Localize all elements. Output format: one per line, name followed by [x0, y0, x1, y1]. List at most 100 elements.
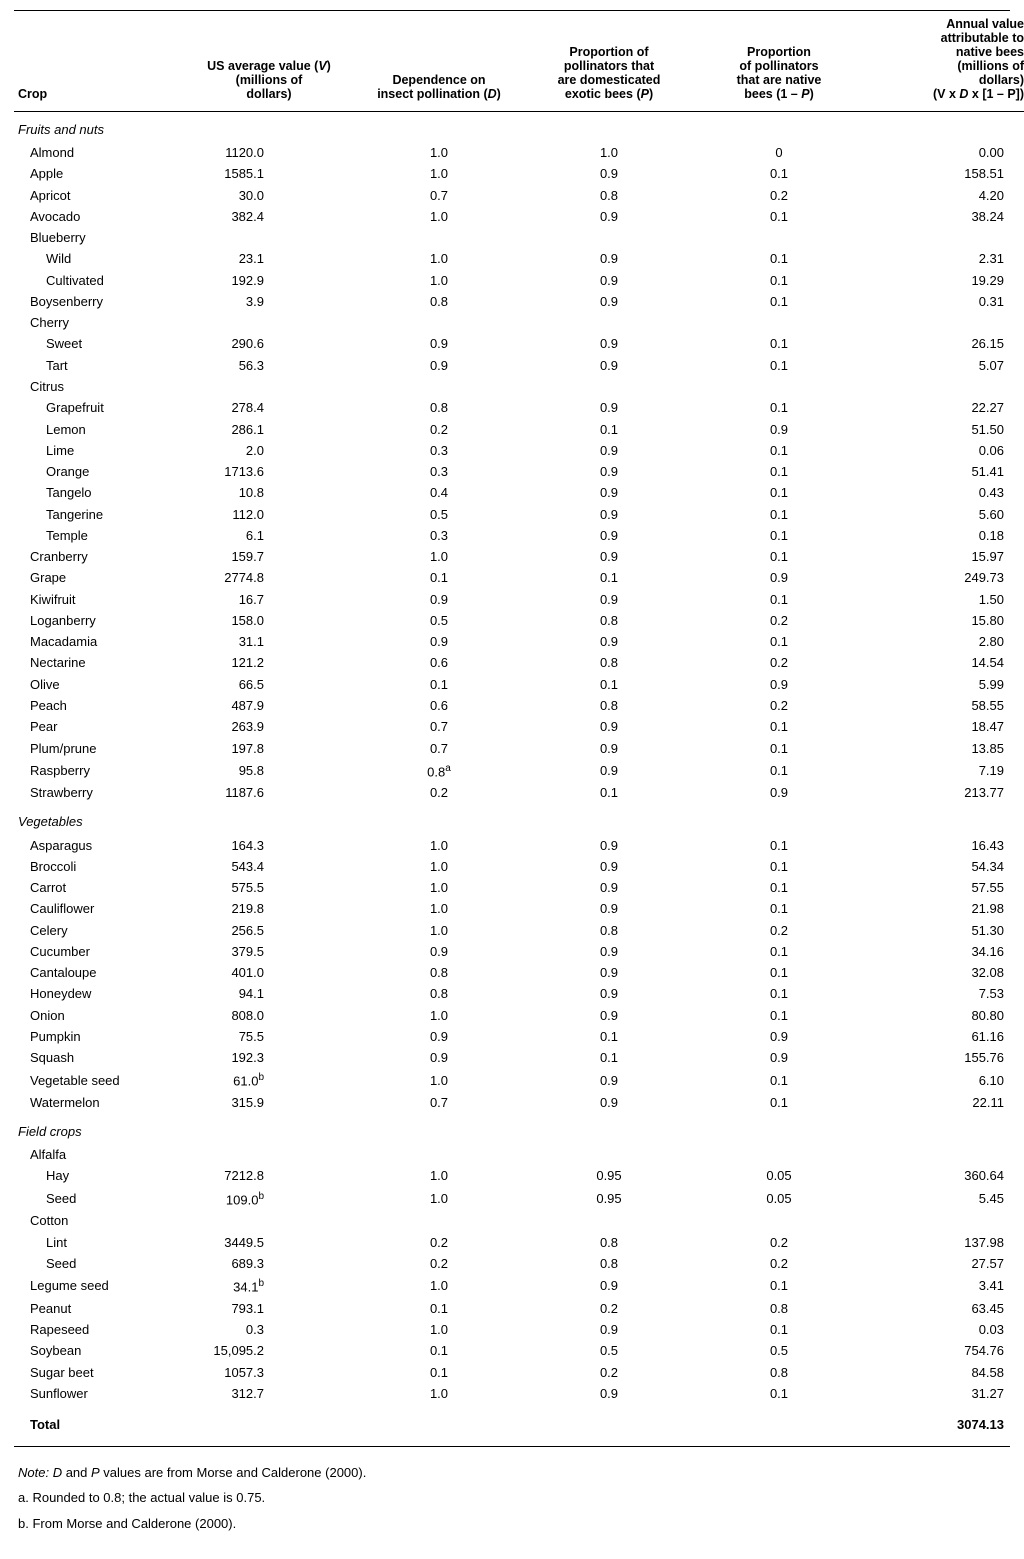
table-row: Celery256.51.00.80.251.30: [14, 920, 1024, 941]
cell-d: [354, 1211, 524, 1232]
cell-val: 54.34: [864, 857, 1024, 878]
cell-val: [864, 377, 1024, 398]
table-row: Peach487.90.60.80.258.55: [14, 696, 1024, 717]
table-row: Sunflower312.71.00.90.131.27: [14, 1384, 1024, 1405]
table-row: Broccoli543.41.00.90.154.34: [14, 857, 1024, 878]
cell-d: 0.6: [354, 696, 524, 717]
cell-d: 0.8: [354, 398, 524, 419]
cell-crop: Cauliflower: [14, 899, 184, 920]
cell-crop: Raspberry: [14, 760, 184, 784]
cell-v: 10.8: [184, 483, 354, 504]
cell-np: [694, 313, 864, 334]
cell-crop: Orange: [14, 462, 184, 483]
cell-d: 0.7: [354, 185, 524, 206]
cell-np: 0.05: [694, 1188, 864, 1212]
cell-crop: Lemon: [14, 419, 184, 440]
cell-v: 278.4: [184, 398, 354, 419]
cell-np: 0.1: [694, 857, 864, 878]
cell-val: [864, 228, 1024, 249]
cell-v: 6.1: [184, 526, 354, 547]
table-row: Peanut793.10.10.20.863.45: [14, 1299, 1024, 1320]
cell-v: 61.0b: [184, 1069, 354, 1093]
cell-np: 0.1: [694, 398, 864, 419]
cell-np: 0.1: [694, 963, 864, 984]
cell-p: 0.9: [524, 589, 694, 610]
data-table: Crop US average value (V)(millions ofdol…: [14, 11, 1024, 1446]
cell-crop: Macadamia: [14, 632, 184, 653]
cell-crop: Rapeseed: [14, 1320, 184, 1341]
cell-v: 808.0: [184, 1005, 354, 1026]
total-label: Total: [14, 1405, 184, 1446]
cell-d: 1.0: [354, 207, 524, 228]
cell-val: 7.53: [864, 984, 1024, 1005]
cell-np: 0.2: [694, 185, 864, 206]
cell-val: 2.80: [864, 632, 1024, 653]
cell-d: 1.0: [354, 547, 524, 568]
cell-np: 0.1: [694, 1005, 864, 1026]
table-row: Carrot575.51.00.90.157.55: [14, 878, 1024, 899]
table-row: Temple6.10.30.90.10.18: [14, 526, 1024, 547]
cell-np: 0.8: [694, 1299, 864, 1320]
cell-crop: Almond: [14, 143, 184, 164]
cell-p: 1.0: [524, 143, 694, 164]
cell-v: 30.0: [184, 185, 354, 206]
cell-crop: Boysenberry: [14, 292, 184, 313]
cell-p: 0.9: [524, 1320, 694, 1341]
table-row: Cherry: [14, 313, 1024, 334]
table-row: Alfalfa: [14, 1145, 1024, 1166]
table-row: Soybean15,095.20.10.50.5754.76: [14, 1341, 1024, 1362]
cell-v: 382.4: [184, 207, 354, 228]
cell-np: 0.1: [694, 164, 864, 185]
cell-v: 379.5: [184, 942, 354, 963]
cell-np: 0.2: [694, 653, 864, 674]
cell-v: [184, 228, 354, 249]
cell-np: 0.1: [694, 249, 864, 270]
cell-np: 0.1: [694, 1275, 864, 1299]
cell-np: [694, 1145, 864, 1166]
cell-p: [524, 1145, 694, 1166]
cell-np: 0.2: [694, 1232, 864, 1253]
cell-crop: Grapefruit: [14, 398, 184, 419]
cell-np: 0.1: [694, 632, 864, 653]
cell-v: 192.9: [184, 270, 354, 291]
cell-val: 34.16: [864, 942, 1024, 963]
cell-d: 0.2: [354, 1254, 524, 1275]
cell-v: [184, 377, 354, 398]
cell-p: 0.8: [524, 185, 694, 206]
cell-v: 1713.6: [184, 462, 354, 483]
section-title: Fruits and nuts: [14, 112, 1024, 143]
cell-p: 0.1: [524, 1048, 694, 1069]
cell-p: 0.95: [524, 1166, 694, 1187]
cell-v: 159.7: [184, 547, 354, 568]
table-row: Honeydew94.10.80.90.17.53: [14, 984, 1024, 1005]
cell-val: 32.08: [864, 963, 1024, 984]
cell-p: 0.1: [524, 1027, 694, 1048]
cell-np: [694, 377, 864, 398]
cell-val: 5.45: [864, 1188, 1024, 1212]
cell-np: 0.9: [694, 783, 864, 804]
cell-d: 0.5: [354, 504, 524, 525]
cell-d: 0.8: [354, 292, 524, 313]
cell-p: 0.9: [524, 207, 694, 228]
cell-val: 0.18: [864, 526, 1024, 547]
cell-val: 31.27: [864, 1384, 1024, 1405]
col-header-v: US average value (V)(millions ofdollars): [184, 11, 354, 112]
cell-d: 0.9: [354, 1027, 524, 1048]
cell-val: 3.41: [864, 1275, 1024, 1299]
cell-d: [354, 228, 524, 249]
table-row: Cultivated192.91.00.90.119.29: [14, 270, 1024, 291]
cell-d: [354, 377, 524, 398]
cell-np: 0.1: [694, 462, 864, 483]
cell-v: 543.4: [184, 857, 354, 878]
cell-d: 0.3: [354, 441, 524, 462]
table-notes: Note: D and P values are from Morse and …: [14, 1447, 1010, 1534]
cell-p: 0.8: [524, 920, 694, 941]
cell-val: 51.30: [864, 920, 1024, 941]
table-row: Rapeseed0.31.00.90.10.03: [14, 1320, 1024, 1341]
table-row: Tangelo10.80.40.90.10.43: [14, 483, 1024, 504]
cell-v: 192.3: [184, 1048, 354, 1069]
cell-crop: Peanut: [14, 1299, 184, 1320]
table-row: Lime2.00.30.90.10.06: [14, 441, 1024, 462]
cell-val: 13.85: [864, 738, 1024, 759]
note-a: a. Rounded to 0.8; the actual value is 0…: [18, 1488, 1006, 1508]
